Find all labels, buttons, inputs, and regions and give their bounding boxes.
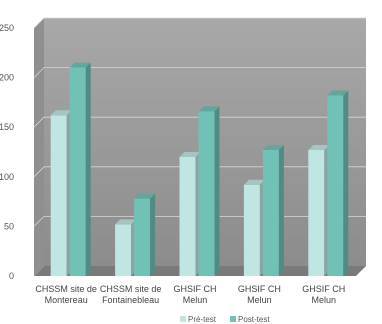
- y-tick-label: 250: [0, 23, 14, 33]
- legend-item-pre-test: Pré-test: [180, 315, 217, 324]
- y-axis-ticks: 0 50 100 150 200 250: [0, 23, 14, 281]
- y-tick-label: 0: [9, 271, 14, 281]
- bar-post-test: [327, 90, 349, 277]
- bar-post-test: [69, 62, 91, 277]
- bars: [50, 62, 349, 277]
- bar-post-test: [198, 106, 220, 276]
- gridline: [33, 67, 366, 78]
- bar-pre-test: [50, 110, 72, 277]
- bar-pre-test: [179, 151, 201, 276]
- legend-swatch: [180, 316, 186, 322]
- x-tick-label: CHSSM site de: [35, 284, 97, 294]
- y-tick-label: 200: [0, 73, 14, 83]
- gridlines: [33, 17, 366, 227]
- x-tick-label: Melun: [247, 295, 272, 305]
- gridline: [33, 166, 366, 178]
- legend-swatch: [230, 316, 236, 322]
- legend-item-post-test: Post-test: [230, 315, 270, 324]
- bar-post-test: [134, 193, 156, 276]
- legend: Pré-test Post-test: [180, 315, 270, 324]
- bar-pre-test: [243, 179, 265, 276]
- x-tick-label: GHSIF CH: [173, 284, 216, 294]
- x-tick-label: GHSIF CH: [238, 284, 281, 294]
- y-tick-label: 150: [0, 122, 14, 132]
- y-tick-label: 100: [0, 172, 14, 182]
- y-tick-label: 50: [4, 221, 14, 231]
- x-tick-label: CHSSM site de: [100, 284, 162, 294]
- bar-pre-test: [308, 145, 330, 276]
- bar-pre-test: [115, 219, 137, 276]
- legend-label: Pré-test: [188, 315, 217, 324]
- x-tick-label: Melun: [312, 295, 337, 305]
- x-tick-label: Fontainebleau: [102, 295, 159, 305]
- x-tick-label: GHSIF CH: [302, 284, 345, 294]
- gridline: [33, 116, 366, 128]
- x-tick-label: Montereau: [45, 295, 88, 305]
- legend-label: Post-test: [238, 315, 270, 324]
- x-tick-label: Melun: [183, 295, 208, 305]
- bar-post-test: [262, 145, 284, 276]
- gridline: [33, 17, 366, 29]
- side-wall: [34, 18, 44, 276]
